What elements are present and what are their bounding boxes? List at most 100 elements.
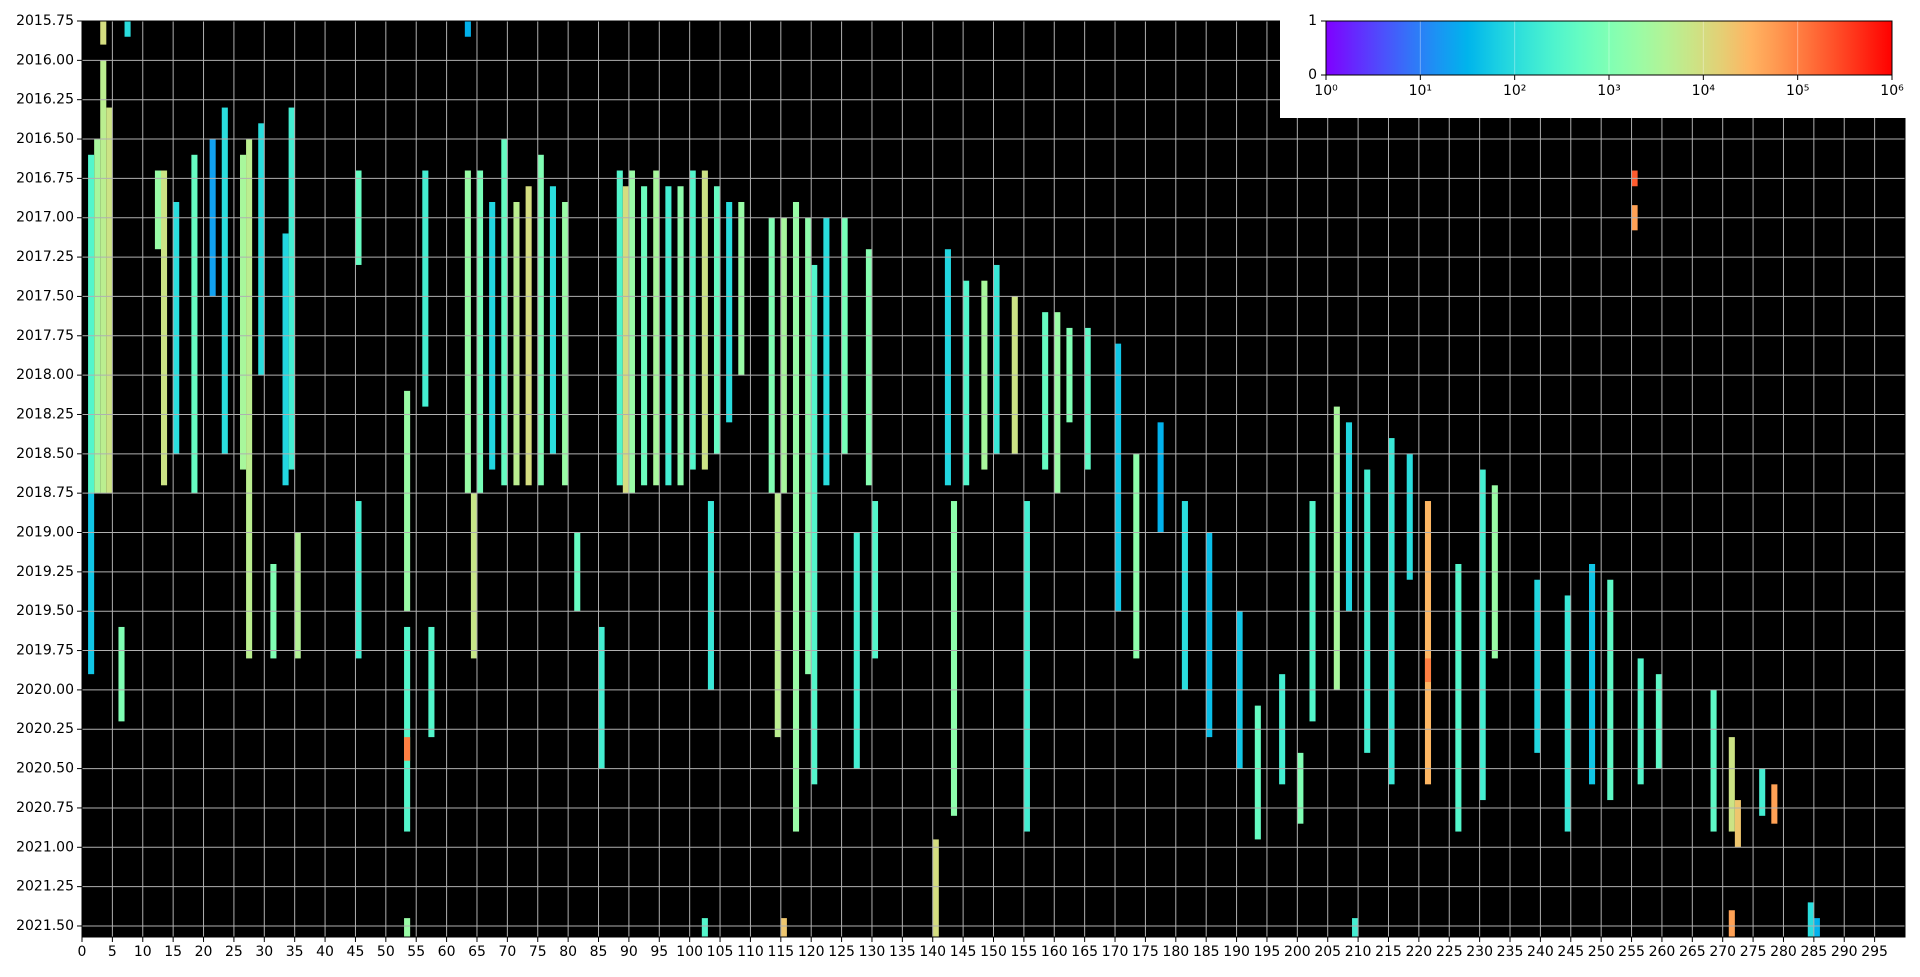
cell: [464, 21, 471, 37]
colorbar-frame: [1325, 20, 1893, 76]
cell: [1807, 902, 1814, 937]
cell: [701, 170, 708, 470]
x-tick-label: 265: [1679, 944, 1706, 960]
cell: [1710, 689, 1717, 832]
y-tick-label: 2021.00: [16, 839, 74, 855]
cell: [1455, 563, 1462, 832]
axes: 0 5 10 15 20 25 30 35 40 45 50 55 60 65 70 75 80 85 90 95 10…: [16, 13, 1906, 960]
x-tick-label: 35: [286, 944, 304, 960]
y-tick-label: 2020.00: [16, 682, 74, 698]
cell: [537, 154, 544, 486]
x-tick-label: 165: [1071, 944, 1098, 960]
cell: [1406, 453, 1413, 580]
x-tick-label: 55: [407, 944, 425, 960]
cell: [1133, 453, 1140, 659]
cell: [100, 21, 107, 45]
colorbar-tick-label: 10⁴: [1692, 83, 1716, 99]
x-tick-label: 210: [1345, 944, 1372, 960]
cell: [1254, 705, 1261, 840]
cell: [963, 280, 970, 486]
x-tick-label: 70: [498, 944, 516, 960]
x-tick-label: 285: [1800, 944, 1827, 960]
cell: [404, 918, 411, 937]
cell: [1813, 918, 1820, 937]
y-tick-label: 2017.00: [16, 210, 74, 226]
y-tick-label: 2021.50: [16, 918, 74, 934]
cell: [713, 186, 721, 454]
y-tick-label: 2017.50: [16, 288, 74, 304]
x-tick-label: 75: [529, 944, 547, 960]
cell: [1637, 658, 1644, 785]
y-tick-label: 2020.50: [16, 761, 74, 777]
cell: [811, 264, 818, 785]
cell: [792, 201, 800, 832]
x-tick-label: 65: [468, 944, 486, 960]
cell: [154, 170, 161, 250]
colorbar-tick-label: 10¹: [1409, 83, 1432, 99]
cell: [707, 501, 714, 690]
cell: [1023, 501, 1030, 832]
cell: [118, 626, 125, 722]
y-tick-label: 2019.00: [16, 525, 74, 541]
x-tick-label: 170: [1102, 944, 1129, 960]
x-tick-label: 100: [676, 944, 703, 960]
x-tick-label: 25: [225, 944, 243, 960]
y-tick-label: 2016.25: [16, 92, 74, 108]
cell: [470, 493, 477, 659]
x-tick-label: 45: [347, 944, 365, 960]
y-tick-label: 2016.00: [16, 52, 74, 68]
colorbar-y-tick-label: 1: [1308, 13, 1317, 29]
x-tick-label: 105: [707, 944, 734, 960]
y-tick-label: 2018.00: [16, 367, 74, 383]
cell: [1352, 918, 1359, 937]
cell: [404, 390, 411, 612]
x-tick-label: 205: [1314, 944, 1341, 960]
cell: [294, 532, 301, 659]
cell: [780, 217, 787, 494]
cell: [288, 107, 295, 470]
cell: [774, 493, 781, 738]
y-tick-label: 2021.25: [16, 879, 74, 895]
cell: [622, 186, 629, 494]
x-tick-label: 15: [164, 944, 182, 960]
cell: [1728, 737, 1735, 832]
cell: [1759, 768, 1766, 816]
x-tick-label: 115: [767, 944, 794, 960]
x-tick-label: 235: [1497, 944, 1524, 960]
cell: [616, 170, 623, 486]
cell: [124, 21, 131, 37]
x-tick-label: 190: [1223, 944, 1250, 960]
x-tick-label: 155: [1011, 944, 1038, 960]
x-tick-label: 215: [1375, 944, 1402, 960]
plot-frame: [81, 20, 1906, 938]
cell: [1655, 674, 1662, 769]
x-tick-label: 145: [950, 944, 977, 960]
x-tick-label: 260: [1649, 944, 1676, 960]
x-tick-label: 10: [134, 944, 152, 960]
colorbar-tick-label: 10³: [1597, 83, 1620, 99]
y-tick-label: 2020.75: [16, 800, 74, 816]
cell: [88, 154, 95, 494]
cell: [562, 201, 569, 486]
x-tick-label: 50: [377, 944, 395, 960]
x-tick-label: 85: [590, 944, 608, 960]
colorbar-tick-label: 10⁶: [1880, 83, 1904, 99]
cell: [701, 918, 708, 937]
cell: [1181, 501, 1188, 690]
cell: [1042, 312, 1049, 470]
x-tick-label: 255: [1618, 944, 1645, 960]
cell: [653, 170, 660, 486]
x-tick-label: 185: [1193, 944, 1220, 960]
cell: [871, 501, 879, 659]
x-tick-label: 250: [1588, 944, 1615, 960]
grid: [81, 20, 1905, 937]
x-tick-label: 80: [559, 944, 577, 960]
x-tick-label: 125: [828, 944, 855, 960]
cell: [944, 249, 951, 486]
x-tick-label: 200: [1284, 944, 1311, 960]
x-tick-label: 90: [620, 944, 638, 960]
x-tick-label: 0: [78, 944, 87, 960]
y-tick-label: 2019.25: [16, 564, 74, 580]
cell: [1564, 595, 1571, 832]
